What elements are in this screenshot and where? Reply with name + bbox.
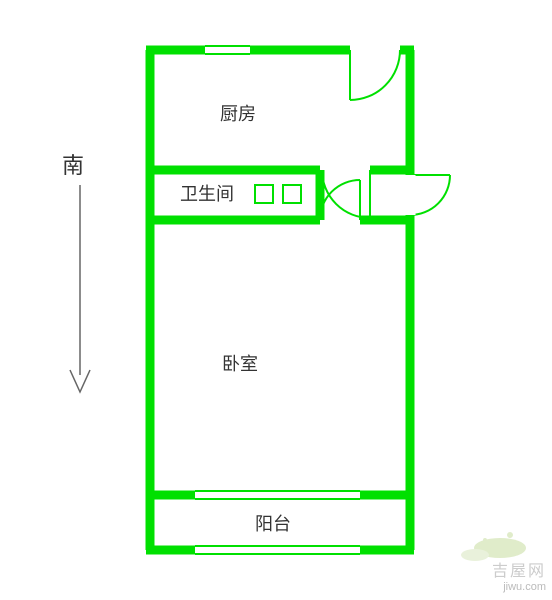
door-entry-arc <box>350 50 400 100</box>
compass-label: 南 <box>62 148 84 180</box>
label-bathroom: 卫生间 <box>180 180 234 206</box>
label-balcony: 阳台 <box>255 510 291 536</box>
door-hall-arc <box>410 175 450 215</box>
watermark-cn: 吉屋网 <box>492 562 546 581</box>
watermark-splash <box>461 532 526 561</box>
watermark-en: jiwu.com <box>492 581 546 594</box>
label-bedroom: 卧室 <box>222 350 258 376</box>
watermark: 吉屋网 jiwu.com <box>492 562 546 594</box>
door-bath-arc <box>320 180 360 220</box>
floorplan-walls <box>146 50 414 550</box>
bath-symbol-1 <box>255 185 273 203</box>
bath-symbol-2 <box>283 185 301 203</box>
compass <box>70 185 90 392</box>
label-kitchen: 厨房 <box>220 100 256 126</box>
